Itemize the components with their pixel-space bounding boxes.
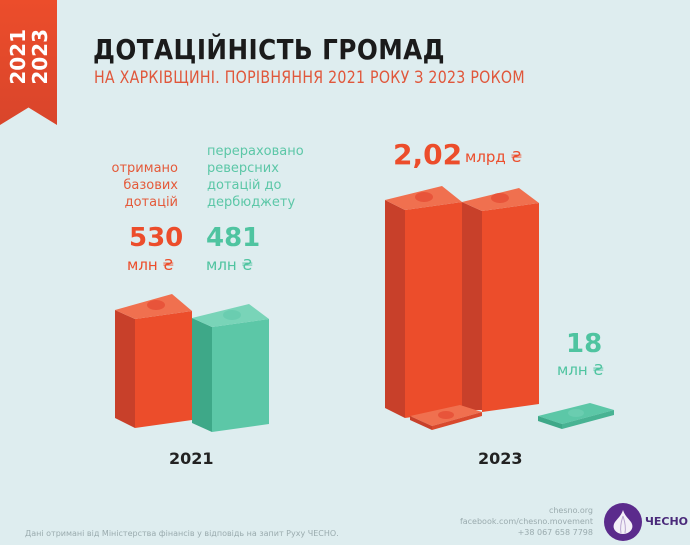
- x-label-2021: 2021: [169, 449, 214, 468]
- year-ribbon: [0, 0, 57, 125]
- value-2021-received: 530: [129, 223, 184, 253]
- unit-2021-reverse: млн ₴: [206, 256, 254, 274]
- bar-2021-reverse: [192, 304, 269, 432]
- unit-2023-received: млрд ₴: [465, 148, 523, 166]
- bar-2021-received: [115, 294, 192, 428]
- contact-facebook[interactable]: facebook.com/chesno.movement: [459, 517, 593, 526]
- contact-phone: +38 067 658 7798: [517, 528, 593, 537]
- x-label-2023: 2023: [478, 449, 523, 468]
- value-2023-reverse: 18: [566, 329, 603, 359]
- value-2023-received: 2,02: [393, 138, 463, 171]
- source-note: Дані отримані від Міністерства фінансів …: [25, 529, 339, 538]
- page-subtitle: НА ХАРКІВЩИНІ. ПОРІВНЯННЯ 2021 РОКУ З 20…: [94, 68, 525, 87]
- contacts: chesno.org facebook.com/chesno.movement …: [460, 505, 593, 538]
- label-2021-reverse: перераховано реверсних дотацій до дербюд…: [207, 144, 304, 210]
- logo-text: ЧЕСНО: [645, 515, 689, 528]
- page-title: ДОТАЦІЙНІСТЬ ГРОМАД: [93, 33, 446, 66]
- bar-2023-received: [385, 186, 539, 430]
- value-2021-reverse: 481: [206, 223, 261, 253]
- garlic-icon: [613, 510, 633, 534]
- unit-2021-received: млн ₴: [127, 256, 175, 274]
- bar-2023-reverse: [538, 403, 614, 429]
- unit-2023-reverse: млн ₴: [557, 361, 605, 379]
- contact-website[interactable]: chesno.org: [548, 506, 593, 515]
- label-2021-received: отримано базових дотацій: [111, 161, 178, 210]
- chesno-logo: [604, 503, 642, 541]
